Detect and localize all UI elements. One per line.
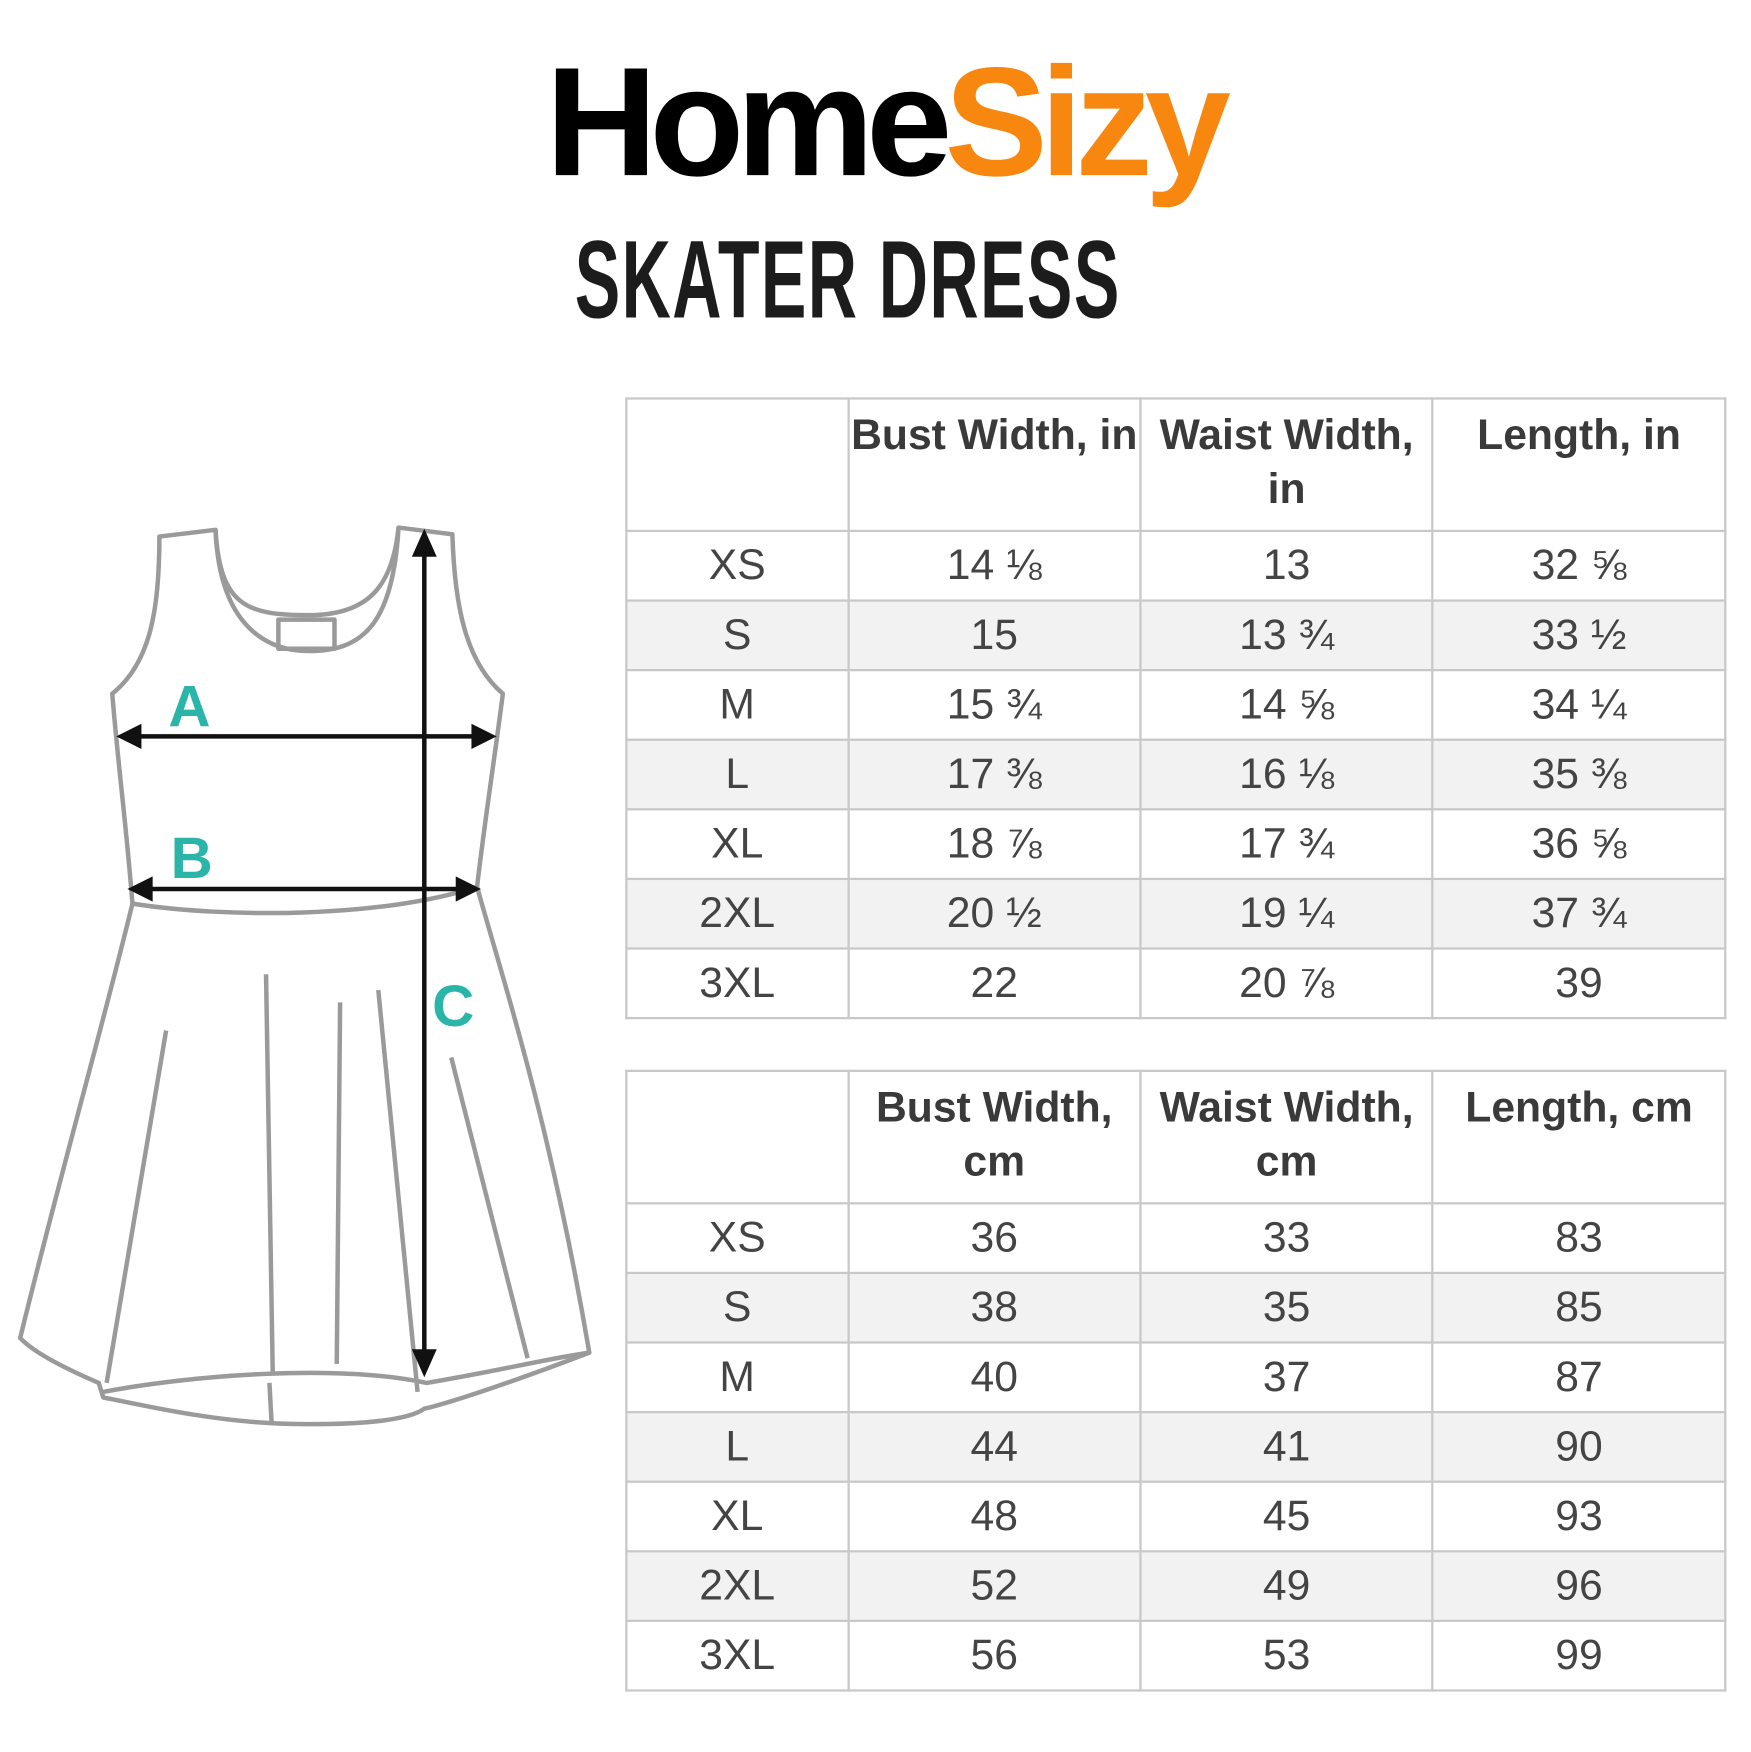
header-row: Bust Width, cm Waist Width, cm Length, c…	[625, 1069, 1727, 1205]
arrowhead	[127, 876, 153, 902]
value-cell: 16 ⅛	[1139, 738, 1434, 811]
value-cell: 52	[846, 1550, 1142, 1623]
table-row: L 17 ⅜ 16 ⅛ 35 ⅜	[625, 738, 1727, 811]
header-cell	[625, 1069, 850, 1205]
value-cell: 39	[1431, 947, 1727, 1020]
size-cell: S	[625, 1271, 850, 1344]
value-cell: 35 ⅜	[1431, 738, 1727, 811]
size-cell: M	[625, 669, 850, 741]
size-cell: M	[625, 1341, 850, 1414]
table-row: M 15 ¾ 14 ⅝ 34 ¼	[625, 669, 1727, 741]
value-cell: 33	[1139, 1202, 1434, 1275]
label-a: A	[168, 674, 210, 739]
value-cell: 22	[846, 947, 1142, 1020]
value-cell: 20 ½	[846, 877, 1142, 950]
size-cell: 3XL	[625, 1619, 850, 1692]
value-cell: 15	[846, 599, 1142, 672]
dress-diagram: A B C	[17, 525, 592, 1427]
table-row: 2XL 20 ½ 19 ¼ 37 ¾	[625, 877, 1727, 950]
page-title: SKATER DRESS	[574, 217, 1121, 342]
value-cell: 53	[1139, 1619, 1434, 1692]
table-row: 2XL 52 49 96	[625, 1550, 1727, 1623]
size-cell: XL	[625, 1480, 850, 1553]
size-cell: S	[625, 599, 850, 672]
table-row: XS 36 33 83	[625, 1202, 1727, 1275]
value-cell: 90	[1431, 1410, 1727, 1483]
size-table-inches: Bust Width, in Waist Width, in Length, i…	[625, 397, 1727, 1020]
value-cell: 13 ¾	[1139, 599, 1434, 672]
size-cell: XL	[625, 808, 850, 881]
size-table-cm: Bust Width, cm Waist Width, cm Length, c…	[625, 1069, 1727, 1692]
value-cell: 56	[846, 1619, 1142, 1692]
value-cell: 41	[1139, 1410, 1434, 1483]
value-cell: 17 ⅜	[846, 738, 1142, 811]
value-cell: 35	[1139, 1271, 1434, 1344]
table-row: S 38 35 85	[625, 1271, 1727, 1344]
value-cell: 33 ½	[1431, 599, 1727, 672]
arrowhead	[471, 723, 497, 749]
value-cell: 38	[846, 1271, 1142, 1344]
value-cell: 37	[1139, 1341, 1434, 1414]
value-cell: 49	[1139, 1550, 1434, 1623]
table-row: XS 14 ⅛ 13 32 ⅝	[625, 529, 1727, 602]
header-cell: Bust Width, cm	[846, 1069, 1142, 1205]
header-cell: Bust Width, in	[846, 397, 1142, 533]
value-cell: 96	[1431, 1550, 1727, 1623]
table-row: 3XL 22 20 ⅞ 39	[625, 947, 1727, 1020]
size-cell: 2XL	[625, 1550, 850, 1623]
value-cell: 40	[846, 1341, 1142, 1414]
value-cell: 87	[1431, 1341, 1727, 1414]
label-b: B	[171, 826, 213, 891]
table-row: 3XL 56 53 99	[625, 1619, 1727, 1692]
value-cell: 20 ⅞	[1139, 947, 1434, 1020]
value-cell: 44	[846, 1410, 1142, 1483]
size-cell: XS	[625, 529, 850, 602]
size-cell: 2XL	[625, 877, 850, 950]
value-cell: 18 ⅞	[846, 808, 1142, 881]
header-cell: Waist Width, cm	[1139, 1069, 1434, 1205]
table-row: XL 48 45 93	[625, 1480, 1727, 1553]
table-row: L 44 41 90	[625, 1410, 1727, 1483]
value-cell: 45	[1139, 1480, 1434, 1553]
header-cell: Waist Width, in	[1139, 397, 1434, 533]
value-cell: 37 ¾	[1431, 877, 1727, 950]
header-cell: Length, cm	[1431, 1069, 1727, 1205]
arrowhead	[411, 528, 437, 557]
dress-outline	[17, 525, 592, 1427]
arrowhead	[116, 723, 142, 749]
value-cell: 85	[1431, 1271, 1727, 1344]
brand-logo: HomeSizy	[546, 45, 1231, 200]
brand-part2: Sizy	[944, 35, 1230, 209]
size-cell: 3XL	[625, 947, 850, 1020]
label-c: C	[432, 974, 474, 1039]
size-cell: L	[625, 738, 850, 811]
table-row: M 40 37 87	[625, 1341, 1727, 1414]
table-row: XL 18 ⅞ 17 ¾ 36 ⅝	[625, 808, 1727, 881]
value-cell: 19 ¼	[1139, 877, 1434, 950]
header-row: Bust Width, in Waist Width, in Length, i…	[625, 397, 1727, 533]
table-row: S 15 13 ¾ 33 ½	[625, 599, 1727, 672]
value-cell: 36	[846, 1202, 1142, 1275]
value-cell: 14 ⅝	[1139, 669, 1434, 741]
header-cell	[625, 397, 850, 533]
size-cell: XS	[625, 1202, 850, 1275]
value-cell: 32 ⅝	[1431, 529, 1727, 602]
value-cell: 13	[1139, 529, 1434, 602]
size-cell: L	[625, 1410, 850, 1483]
header-cell: Length, in	[1431, 397, 1727, 533]
value-cell: 34 ¼	[1431, 669, 1727, 741]
value-cell: 17 ¾	[1139, 808, 1434, 881]
value-cell: 14 ⅛	[846, 529, 1142, 602]
value-cell: 48	[846, 1480, 1142, 1553]
arrowhead	[455, 876, 481, 902]
value-cell: 15 ¾	[846, 669, 1142, 741]
arrowhead	[411, 1349, 437, 1378]
value-cell: 36 ⅝	[1431, 808, 1727, 881]
measurement-arrows	[116, 528, 497, 1378]
brand-part1: Home	[545, 35, 953, 209]
value-cell: 83	[1431, 1202, 1727, 1275]
value-cell: 99	[1431, 1619, 1727, 1692]
value-cell: 93	[1431, 1480, 1727, 1553]
